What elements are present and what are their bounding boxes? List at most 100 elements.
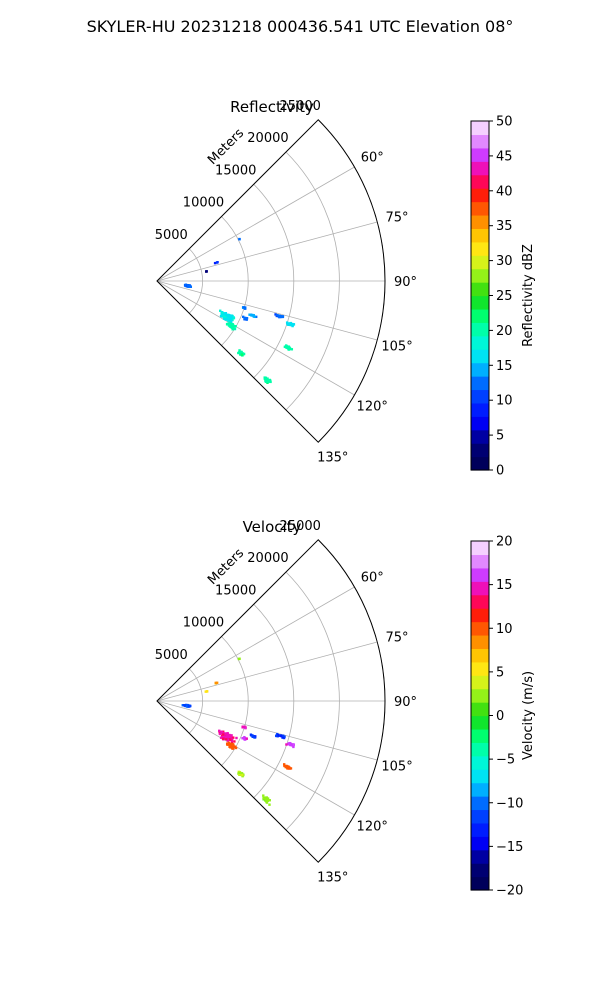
data-point [231, 323, 234, 326]
data-point [292, 745, 295, 749]
velocity-points [181, 657, 295, 806]
velocity-colorbar: −20 −15 −10 −5 0 5 10 15 20 [470, 535, 523, 899]
data-point [242, 306, 245, 309]
data-point [233, 327, 236, 331]
velocity-panel: Velocity 5000 10000 15000 20000 25000 60° 75°… [155, 518, 536, 899]
data-point [238, 237, 241, 241]
data-point [227, 318, 231, 322]
radial-tick-label: 25000 [280, 99, 321, 114]
reflectivity-radial-axis-label: Meters [205, 126, 247, 168]
data-point [232, 316, 236, 320]
reflectivity-radial-labels: 5000 10000 15000 20000 25000 [155, 99, 321, 243]
data-point [269, 380, 272, 384]
reflectivity-frame [156, 119, 386, 443]
data-point [227, 738, 230, 741]
data-point [230, 741, 234, 744]
data-point [221, 736, 224, 739]
reflectivity-angle-labels: 60° 75° 90° 105° 120° 135° [317, 151, 417, 466]
colorbar-segment [471, 268, 489, 283]
data-point [278, 314, 281, 318]
colorbar-tick-label: 10 [496, 394, 513, 409]
data-point [204, 690, 207, 693]
colorbar-segment [471, 809, 489, 824]
angle-tick-label: 90° [394, 275, 417, 290]
colorbar-tick-label: 5 [496, 665, 504, 680]
colorbar-segment [471, 541, 489, 556]
data-point [219, 736, 223, 739]
colorbar-segment [471, 308, 489, 323]
radial-tick-label: 15000 [215, 163, 256, 178]
colorbar-segment [471, 648, 489, 663]
data-point [224, 737, 228, 741]
data-point [187, 285, 191, 288]
data-point [222, 315, 225, 318]
data-point [235, 736, 238, 740]
angle-tick-label: 90° [394, 695, 417, 710]
colorbar-tick-label: 0 [496, 464, 504, 479]
data-point [222, 317, 226, 320]
angle-grid-line [156, 641, 378, 702]
reflectivity-panel: Reflectivity 5000 10000 15000 20000 25000 60… [155, 98, 536, 479]
data-point [265, 799, 268, 803]
reflectivity-title: Reflectivity [230, 98, 314, 116]
data-point [262, 794, 265, 797]
data-point [231, 318, 234, 322]
data-point [227, 741, 230, 744]
data-point [205, 690, 209, 693]
data-point [291, 743, 294, 746]
colorbar-segment [471, 121, 489, 136]
data-point [243, 317, 247, 320]
data-point [269, 379, 272, 382]
colorbar-segment [471, 608, 489, 623]
figure-title: SKYLER-HU 20231218 000436.541 UTC Elevat… [87, 17, 514, 36]
colorbar-segment [471, 715, 489, 730]
colorbar-segment [471, 349, 489, 364]
data-point [253, 736, 256, 739]
data-point [226, 743, 229, 746]
colorbar-segment [471, 161, 489, 176]
colorbar-segment [471, 322, 489, 337]
data-point [220, 730, 223, 734]
data-point [264, 380, 268, 383]
data-point [243, 306, 247, 309]
angle-tick-label: 120° [357, 819, 388, 834]
data-point [230, 734, 233, 737]
data-point [279, 314, 282, 318]
colorbar-segment [471, 742, 489, 757]
data-point [238, 657, 241, 660]
data-point [266, 377, 269, 380]
data-point [266, 799, 269, 803]
angle-tick-label: 105° [381, 339, 412, 354]
data-point [229, 317, 233, 320]
data-point [287, 322, 290, 325]
colorbar-segment [471, 567, 489, 582]
colorbar-segment [471, 769, 489, 784]
data-point [252, 315, 255, 318]
data-point [184, 284, 188, 288]
velocity-title: Velocity [243, 518, 302, 536]
data-point [228, 324, 232, 328]
data-point [242, 315, 245, 319]
radial-tick-label: 5000 [155, 648, 188, 663]
data-point [215, 681, 219, 684]
colorbar-segment [471, 581, 489, 596]
data-point [238, 771, 241, 775]
reflectivity-grid [156, 119, 386, 443]
data-point [291, 323, 294, 327]
data-point [231, 744, 235, 747]
colorbar-segment [471, 456, 489, 471]
radial-tick-label: 10000 [183, 616, 224, 631]
angle-tick-label: 120° [357, 399, 388, 414]
colorbar-segment [471, 429, 489, 444]
colorbar-segment [471, 402, 489, 417]
data-point [287, 346, 290, 349]
colorbar-tick-label: 30 [496, 254, 513, 269]
data-point [287, 767, 291, 770]
data-point [240, 353, 244, 357]
data-point [229, 318, 232, 321]
colorbar-segment [471, 389, 489, 404]
data-point [238, 352, 242, 356]
data-point [228, 734, 231, 737]
velocity-radial-labels: 5000 10000 15000 20000 25000 [155, 519, 321, 663]
